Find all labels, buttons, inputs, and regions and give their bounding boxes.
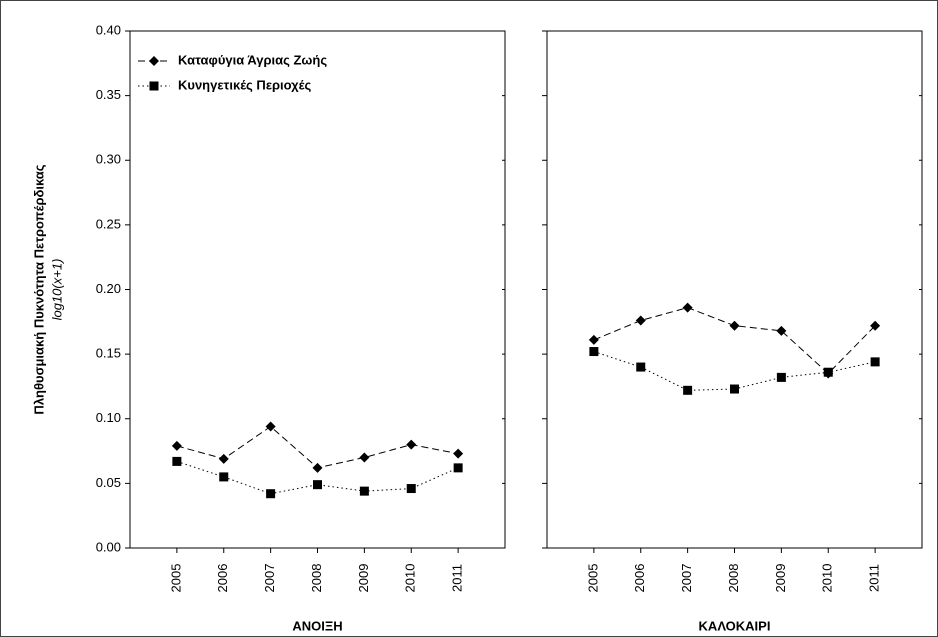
y-tick-label: 0.25 xyxy=(96,216,121,231)
x-tick-label: 2005 xyxy=(585,564,600,593)
marker xyxy=(149,81,159,91)
marker xyxy=(870,357,880,367)
marker xyxy=(219,472,229,482)
marker xyxy=(171,440,182,451)
y-tick-label: 0.40 xyxy=(96,22,121,37)
x-tick-label: 2008 xyxy=(309,564,324,593)
x-tick-label: 2008 xyxy=(726,564,741,593)
y-tick-label: 0.35 xyxy=(96,87,121,102)
panel-title: ΑΝΟΙΞΗ xyxy=(292,618,342,633)
x-tick-label: 2005 xyxy=(168,564,183,593)
marker xyxy=(359,452,370,463)
marker xyxy=(406,439,417,450)
marker xyxy=(730,384,739,394)
y-tick-label: 0.20 xyxy=(96,281,121,296)
marker xyxy=(265,421,276,432)
x-tick-label: 2011 xyxy=(867,564,882,592)
x-tick-label: 2009 xyxy=(356,564,371,593)
y-axis-label: Πληθυσμιακή Πυκνότητα Πετροπέρδικας xyxy=(31,164,46,414)
marker xyxy=(312,462,323,473)
marker xyxy=(406,484,416,494)
y-tick-label: 0.10 xyxy=(96,410,121,425)
marker xyxy=(729,320,740,331)
marker xyxy=(453,448,464,459)
x-tick-label: 2006 xyxy=(215,564,230,593)
marker xyxy=(823,367,833,377)
marker xyxy=(682,302,693,313)
x-tick-label: 2006 xyxy=(632,564,647,593)
marker xyxy=(588,334,599,345)
y-axis-sublabel: log10(x+1) xyxy=(49,259,64,321)
marker xyxy=(313,480,322,490)
marker xyxy=(172,456,182,466)
y-tick-label: 0.15 xyxy=(96,346,121,361)
marker xyxy=(218,453,229,464)
marker xyxy=(266,489,276,499)
x-tick-label: 2007 xyxy=(679,564,694,593)
y-tick-label: 0.30 xyxy=(96,152,121,167)
marker xyxy=(149,56,159,66)
marker xyxy=(635,315,646,326)
marker xyxy=(776,372,786,382)
marker xyxy=(589,347,599,357)
marker xyxy=(453,463,463,473)
y-tick-label: 0.00 xyxy=(96,539,121,554)
panel-title: ΚΑΛΟΚΑΙΡΙ xyxy=(699,618,771,633)
plot-frame xyxy=(129,30,506,549)
marker xyxy=(359,486,369,496)
marker xyxy=(870,320,881,331)
marker xyxy=(683,385,693,395)
marker xyxy=(636,362,646,372)
plot-frame xyxy=(546,30,923,549)
legend-label: Καταφύγια Άγριας Ζωής xyxy=(178,52,327,67)
y-tick-label: 0.05 xyxy=(96,475,121,490)
x-tick-label: 2011 xyxy=(450,564,465,592)
x-tick-label: 2009 xyxy=(773,564,788,593)
x-tick-label: 2007 xyxy=(262,564,277,593)
legend-label: Κυνηγετικές Περιοχές xyxy=(178,77,311,92)
marker xyxy=(776,325,787,336)
x-tick-label: 2010 xyxy=(820,564,835,593)
x-tick-label: 2010 xyxy=(403,564,418,593)
